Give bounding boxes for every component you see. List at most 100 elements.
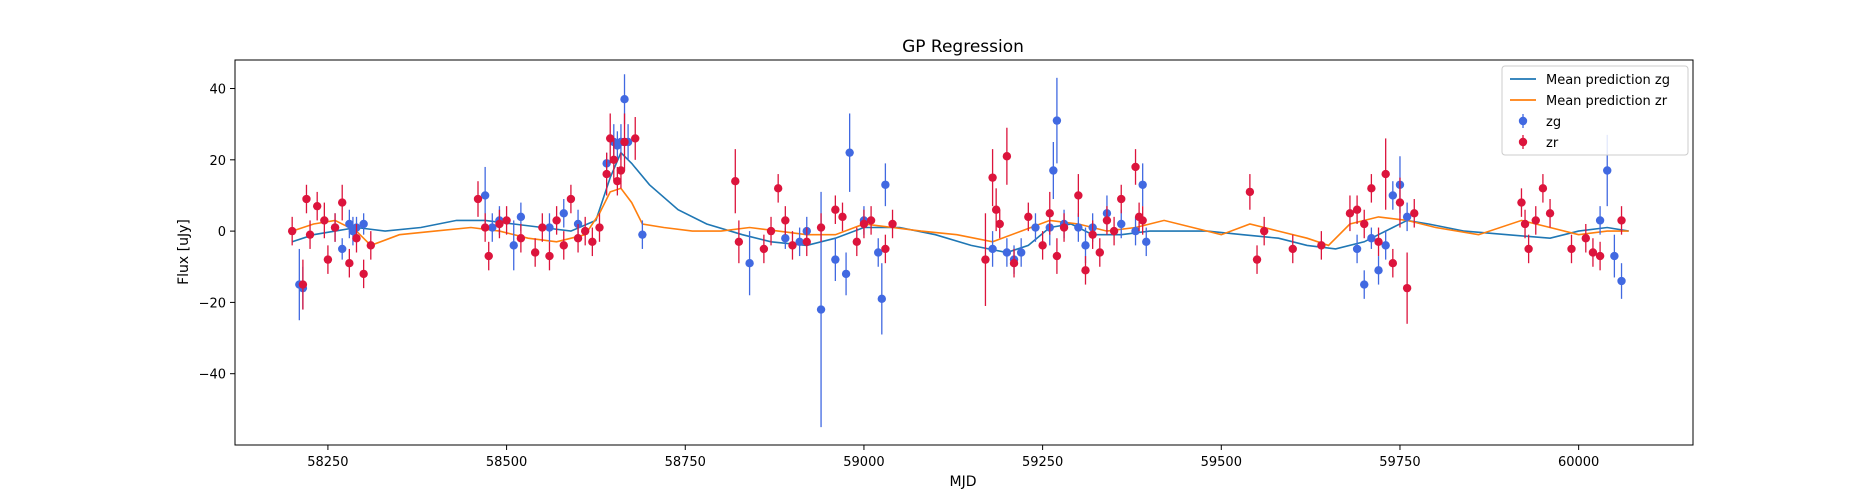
legend-item: zg	[1518, 114, 1561, 130]
zr-point	[287, 226, 297, 236]
zr-point	[1024, 212, 1033, 222]
legend-item: zr	[1518, 135, 1559, 151]
zr-point	[305, 230, 315, 239]
zr-point	[1074, 191, 1083, 200]
zr-point	[502, 216, 511, 225]
zr-point	[734, 237, 744, 247]
zr-point	[330, 223, 340, 232]
zr-point	[1517, 198, 1526, 207]
zr-point	[1617, 216, 1626, 225]
legend-label: Mean prediction zg	[1546, 73, 1670, 88]
zg-point	[816, 305, 826, 314]
zr-point	[552, 216, 561, 225]
zr-point	[1595, 251, 1605, 261]
x-tick-label: 60000	[1558, 455, 1599, 470]
zr-point	[1367, 184, 1376, 193]
x-axis-label: MJD	[950, 474, 977, 490]
zr-point	[981, 255, 990, 264]
zg-point	[638, 230, 647, 239]
zr-point	[559, 241, 568, 250]
zr-point	[852, 237, 861, 247]
zg-point	[488, 223, 497, 232]
zr-point	[323, 255, 333, 264]
zg-point	[1002, 248, 1012, 257]
zr-point	[1045, 209, 1054, 218]
zr-point	[602, 169, 611, 179]
zr-point	[1317, 241, 1326, 250]
zr-point	[338, 198, 347, 207]
y-tick-label: 0	[218, 225, 226, 240]
zr-point	[1052, 251, 1062, 261]
zr-point	[1009, 258, 1019, 268]
zg-point	[1610, 251, 1619, 261]
legend-label: Mean prediction zr	[1546, 94, 1668, 109]
axes-frame	[234, 59, 1694, 446]
zr-point	[1102, 216, 1112, 225]
zr-point	[1538, 184, 1548, 193]
legend-box	[1501, 65, 1689, 156]
zr-point	[620, 137, 629, 147]
zg-point	[1138, 180, 1147, 189]
zg-point	[874, 248, 883, 257]
zr-point	[312, 201, 322, 211]
zr-point	[1588, 248, 1598, 257]
zg-point	[988, 244, 997, 254]
zr-point	[1388, 258, 1398, 268]
zg-point	[1595, 216, 1605, 225]
zg-point	[1049, 166, 1058, 175]
zr-point	[1567, 244, 1576, 254]
x-tick-label: 59250	[1022, 455, 1063, 470]
zg-point	[480, 191, 490, 200]
zr-point	[1095, 248, 1104, 257]
zr-point	[1002, 152, 1012, 161]
zr-point	[1245, 187, 1255, 197]
zg-point	[1081, 241, 1090, 250]
zg-point	[1603, 166, 1612, 175]
zg-point	[1016, 248, 1026, 257]
zr-point	[773, 184, 783, 193]
legend-item: Mean prediction zg	[1510, 73, 1670, 88]
zr-point	[1581, 234, 1590, 243]
zg-point	[841, 269, 851, 279]
zr-point	[302, 194, 311, 204]
zg-point	[795, 237, 804, 247]
zg-point	[345, 219, 354, 229]
zr-point	[881, 244, 890, 254]
zr-point	[1109, 226, 1119, 236]
zr-point	[538, 223, 547, 232]
legend-label: zg	[1546, 115, 1561, 130]
zr-point	[1374, 237, 1383, 247]
zr-point	[991, 205, 1001, 214]
y-tick-label: −20	[199, 296, 226, 311]
zg-point	[745, 258, 754, 268]
zg-point	[545, 223, 554, 232]
zg-point	[359, 219, 368, 229]
zr-point	[802, 237, 811, 247]
legend-item: Mean prediction zr	[1510, 94, 1668, 109]
zr-point	[613, 177, 622, 186]
zr-point	[484, 251, 493, 261]
zr-point	[1352, 205, 1362, 214]
zr-point	[781, 216, 790, 225]
zr-point	[1524, 244, 1533, 254]
zr-point	[606, 134, 615, 143]
zr-point	[530, 248, 540, 257]
zr-point	[320, 216, 329, 225]
zg-point	[1360, 280, 1369, 289]
zr-point	[609, 155, 618, 165]
zg-point	[781, 234, 790, 243]
zg-point	[1117, 219, 1126, 229]
zr-point	[495, 219, 504, 229]
x-tick-label: 59000	[843, 455, 884, 470]
zr-point	[831, 205, 840, 214]
zr-point	[1288, 244, 1297, 254]
zg-point	[1352, 244, 1362, 254]
zr-point	[1345, 209, 1355, 218]
zr-point	[473, 194, 483, 204]
zr-point	[573, 234, 583, 243]
legend: Mean prediction zg Mean prediction zr zg zr	[1501, 65, 1689, 156]
zr-point	[1088, 230, 1097, 239]
zg-point	[1074, 223, 1083, 232]
zr-point	[345, 258, 354, 268]
y-axis: −40 −20 0 20 40	[199, 83, 235, 383]
